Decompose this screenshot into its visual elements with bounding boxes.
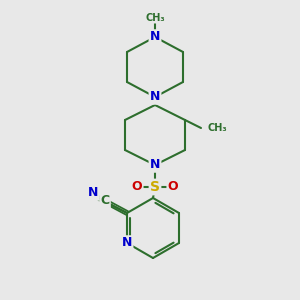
Text: N: N	[150, 31, 160, 44]
Text: N: N	[88, 187, 98, 200]
Text: N: N	[150, 91, 160, 103]
Text: CH₃: CH₃	[208, 123, 228, 133]
Text: C: C	[100, 194, 109, 208]
Text: CH₃: CH₃	[145, 13, 165, 23]
Text: O: O	[168, 181, 178, 194]
Text: S: S	[150, 180, 160, 194]
Text: N: N	[150, 158, 160, 172]
Text: N: N	[122, 236, 132, 250]
Text: O: O	[132, 181, 142, 194]
